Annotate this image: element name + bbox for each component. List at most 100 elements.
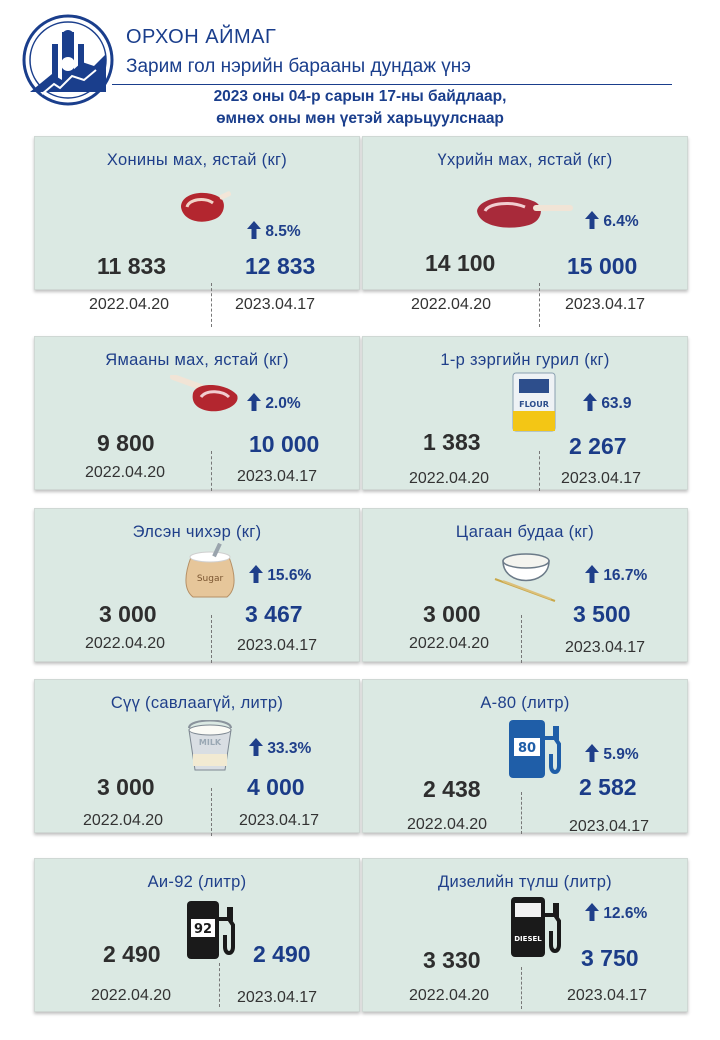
change-indicator: 6.4% — [585, 211, 639, 231]
new-date: 2023.04.17 — [565, 296, 646, 313]
milk-label: MILK — [199, 738, 222, 747]
price-card-a80: А-80 (литр) 80 5.9% 2 438 2 582 2022.04.… — [362, 679, 688, 835]
change-value: 5.9% — [603, 746, 639, 763]
separator — [539, 451, 540, 491]
old-date: 2022.04.20 — [83, 812, 164, 829]
old-price: 14 100 — [425, 250, 496, 276]
price-card-ai92: Аи-92 (литр) 92 2 490 2 490 2022.04.20 2… — [34, 858, 360, 1012]
card-title: Аи-92 (литр) — [147, 873, 247, 891]
old-date: 2022.04.20 — [91, 987, 172, 1004]
change-value: 6.4% — [603, 213, 639, 230]
price-card-rice: Цагаан будаа (кг) 16.7% 3 000 3 500 2022… — [362, 508, 688, 663]
separator — [521, 967, 522, 1009]
new-date: 2023.04.17 — [561, 470, 642, 487]
new-price: 15 000 — [567, 253, 638, 279]
change-value: 15.6% — [267, 567, 312, 584]
change-value: 63.9 — [601, 395, 632, 412]
new-price: 2 267 — [569, 433, 627, 459]
up-arrow-icon — [249, 738, 263, 756]
up-arrow-icon — [249, 565, 263, 583]
old-price: 3 000 — [97, 774, 155, 800]
separator — [211, 615, 212, 663]
change-indicator: 2.0% — [247, 393, 301, 413]
new-price: 3 500 — [573, 601, 631, 627]
date-line-2: өмнөх оны мөн үетэй харьцуулснаар — [216, 110, 504, 127]
price-card-milk: Сүү (савлаагүй, литр) MILK 33.3% 3 000 4… — [34, 679, 360, 836]
price-card-goat: Ямааны мах, ястай (кг) 2.0% 9 800 10 000… — [34, 336, 360, 491]
up-arrow-icon — [585, 211, 599, 229]
change-value: 33.3% — [267, 740, 312, 757]
ai92-label: 92 — [194, 922, 212, 937]
new-price: 3 467 — [245, 601, 303, 627]
change-indicator: 63.9 — [583, 393, 631, 413]
separator — [521, 792, 522, 834]
old-date: 2022.04.20 — [407, 816, 488, 833]
old-price: 9 800 — [97, 430, 155, 456]
new-date: 2023.04.17 — [569, 818, 650, 835]
change-indicator: 8.5% — [247, 221, 301, 241]
old-price: 11 833 — [97, 253, 167, 279]
new-price: 3 750 — [581, 945, 639, 971]
new-price: 4 000 — [247, 774, 305, 800]
up-arrow-icon — [585, 903, 599, 921]
goat-meat-icon — [169, 375, 238, 412]
flour-label: FLOUR — [519, 400, 549, 409]
card-title: А-80 (литр) — [480, 694, 570, 712]
price-card-mutton: Хонины мах, ястай (кг) 8.5% 11 833 12 83… — [34, 136, 360, 327]
change-indicator: 15.6% — [249, 565, 311, 585]
separator — [211, 283, 212, 327]
up-arrow-icon — [583, 393, 597, 411]
change-value: 8.5% — [265, 223, 301, 240]
rice-bowl-icon — [494, 553, 556, 602]
card-title: Ямааны мах, ястай (кг) — [105, 351, 289, 369]
new-date: 2023.04.17 — [237, 637, 318, 654]
price-card-flour: 1-р зэргийн гурил (кг) FLOUR 63.9 1 383 … — [362, 336, 688, 491]
change-value: 16.7% — [603, 567, 648, 584]
card-title: Хонины мах, ястай (кг) — [106, 151, 288, 169]
card-title: Элсэн чихэр (кг) — [132, 523, 262, 541]
mongolia-soyombo-logo-icon — [22, 14, 114, 106]
diesel-label: DIESEL — [514, 935, 542, 943]
fuel-pump-80-icon: 80 — [509, 720, 561, 778]
old-price: 3 000 — [423, 601, 481, 627]
up-arrow-icon — [247, 393, 261, 411]
date-line-1: 2023 оны 04-р сарын 17-ны байдлаар, — [213, 88, 507, 105]
mutton-icon — [181, 191, 232, 222]
card-title: Сүү (савлаагүй, литр) — [110, 694, 284, 712]
old-date: 2022.04.20 — [85, 635, 166, 652]
old-price: 2 490 — [103, 941, 161, 967]
old-date: 2022.04.20 — [411, 296, 492, 313]
old-price: 3 330 — [423, 947, 481, 973]
new-price: 10 000 — [249, 431, 320, 457]
old-price: 3 000 — [99, 601, 157, 627]
separator — [539, 283, 540, 327]
new-date: 2023.04.17 — [237, 468, 318, 485]
header: ОРХОН АЙМАГ Зарим гол нэрийн барааны дун… — [0, 0, 720, 135]
change-indicator: 12.6% — [585, 903, 647, 923]
price-card-diesel: Дизелийн түлш (литр) DIESEL 12.6% 3 330 … — [362, 858, 688, 1012]
card-title: Цагаан будаа (кг) — [455, 523, 595, 541]
price-card-sugar: Элсэн чихэр (кг) Sugar 15.6% 3 000 3 467… — [34, 508, 360, 663]
old-date: 2022.04.20 — [85, 464, 166, 481]
flour-icon: FLOUR — [512, 372, 556, 432]
new-date: 2023.04.17 — [239, 812, 320, 829]
up-arrow-icon — [585, 565, 599, 583]
separator — [211, 788, 212, 836]
old-date: 2022.04.20 — [89, 296, 170, 313]
up-arrow-icon — [247, 221, 261, 239]
header-divider — [112, 84, 672, 85]
page-subtitle: Зарим гол нэрийн барааны дундаж үнэ — [126, 56, 471, 77]
old-date: 2022.04.20 — [409, 470, 490, 487]
new-price: 12 833 — [245, 253, 316, 279]
old-date: 2022.04.20 — [409, 987, 490, 1004]
price-card-beef: Үхрийн мах, ястай (кг) 6.4% 14 100 15 00… — [362, 136, 688, 327]
change-indicator: 33.3% — [249, 738, 311, 758]
beef-icon — [477, 196, 573, 228]
fuel-pump-92-icon: 92 — [187, 901, 235, 959]
fuel-pump-diesel-icon: DIESEL — [511, 897, 561, 957]
old-price: 1 383 — [423, 429, 481, 455]
change-value: 12.6% — [603, 905, 648, 922]
new-date: 2023.04.17 — [237, 989, 318, 1006]
card-title: Дизелийн түлш (литр) — [438, 873, 612, 891]
new-date: 2023.04.17 — [235, 296, 316, 313]
